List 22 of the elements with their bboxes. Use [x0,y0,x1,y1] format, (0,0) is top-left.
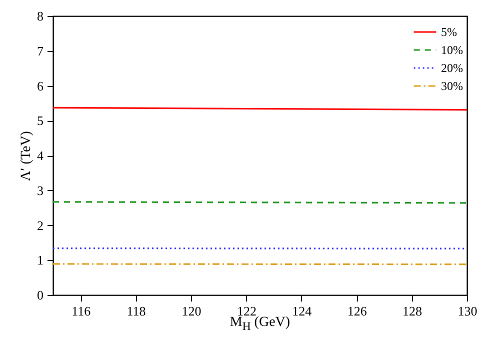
legend-label: 30% [441,79,463,93]
x-tick-label: 118 [126,304,146,318]
y-tick-label: 7 [37,43,44,58]
y-tick-label: 8 [37,8,44,24]
y-tick-label: 6 [37,78,44,94]
x-tick-label: 130 [458,304,478,318]
x-tick-label: 126 [347,304,368,318]
y-tick-label: 0 [37,288,44,302]
y-tick-label: 2 [37,218,44,233]
y-tick-label: 5 [37,113,44,128]
y-tick-label: 4 [37,148,44,163]
y-tick-label: 1 [37,252,44,268]
x-tick-label: 128 [402,304,422,318]
y-axis-title: Λ′ (TeV) [19,130,34,181]
legend-label: 20% [441,61,463,75]
x-tick-label: 116 [72,304,92,318]
y-tick-label: 3 [37,182,44,198]
legend-label: 10% [441,43,463,57]
legend-label: 5% [441,25,457,39]
x-tick-label: 124 [292,304,312,318]
x-axis-title: M$_{H}$ (GeV) [230,315,290,333]
x-tick-label: 120 [182,304,202,318]
